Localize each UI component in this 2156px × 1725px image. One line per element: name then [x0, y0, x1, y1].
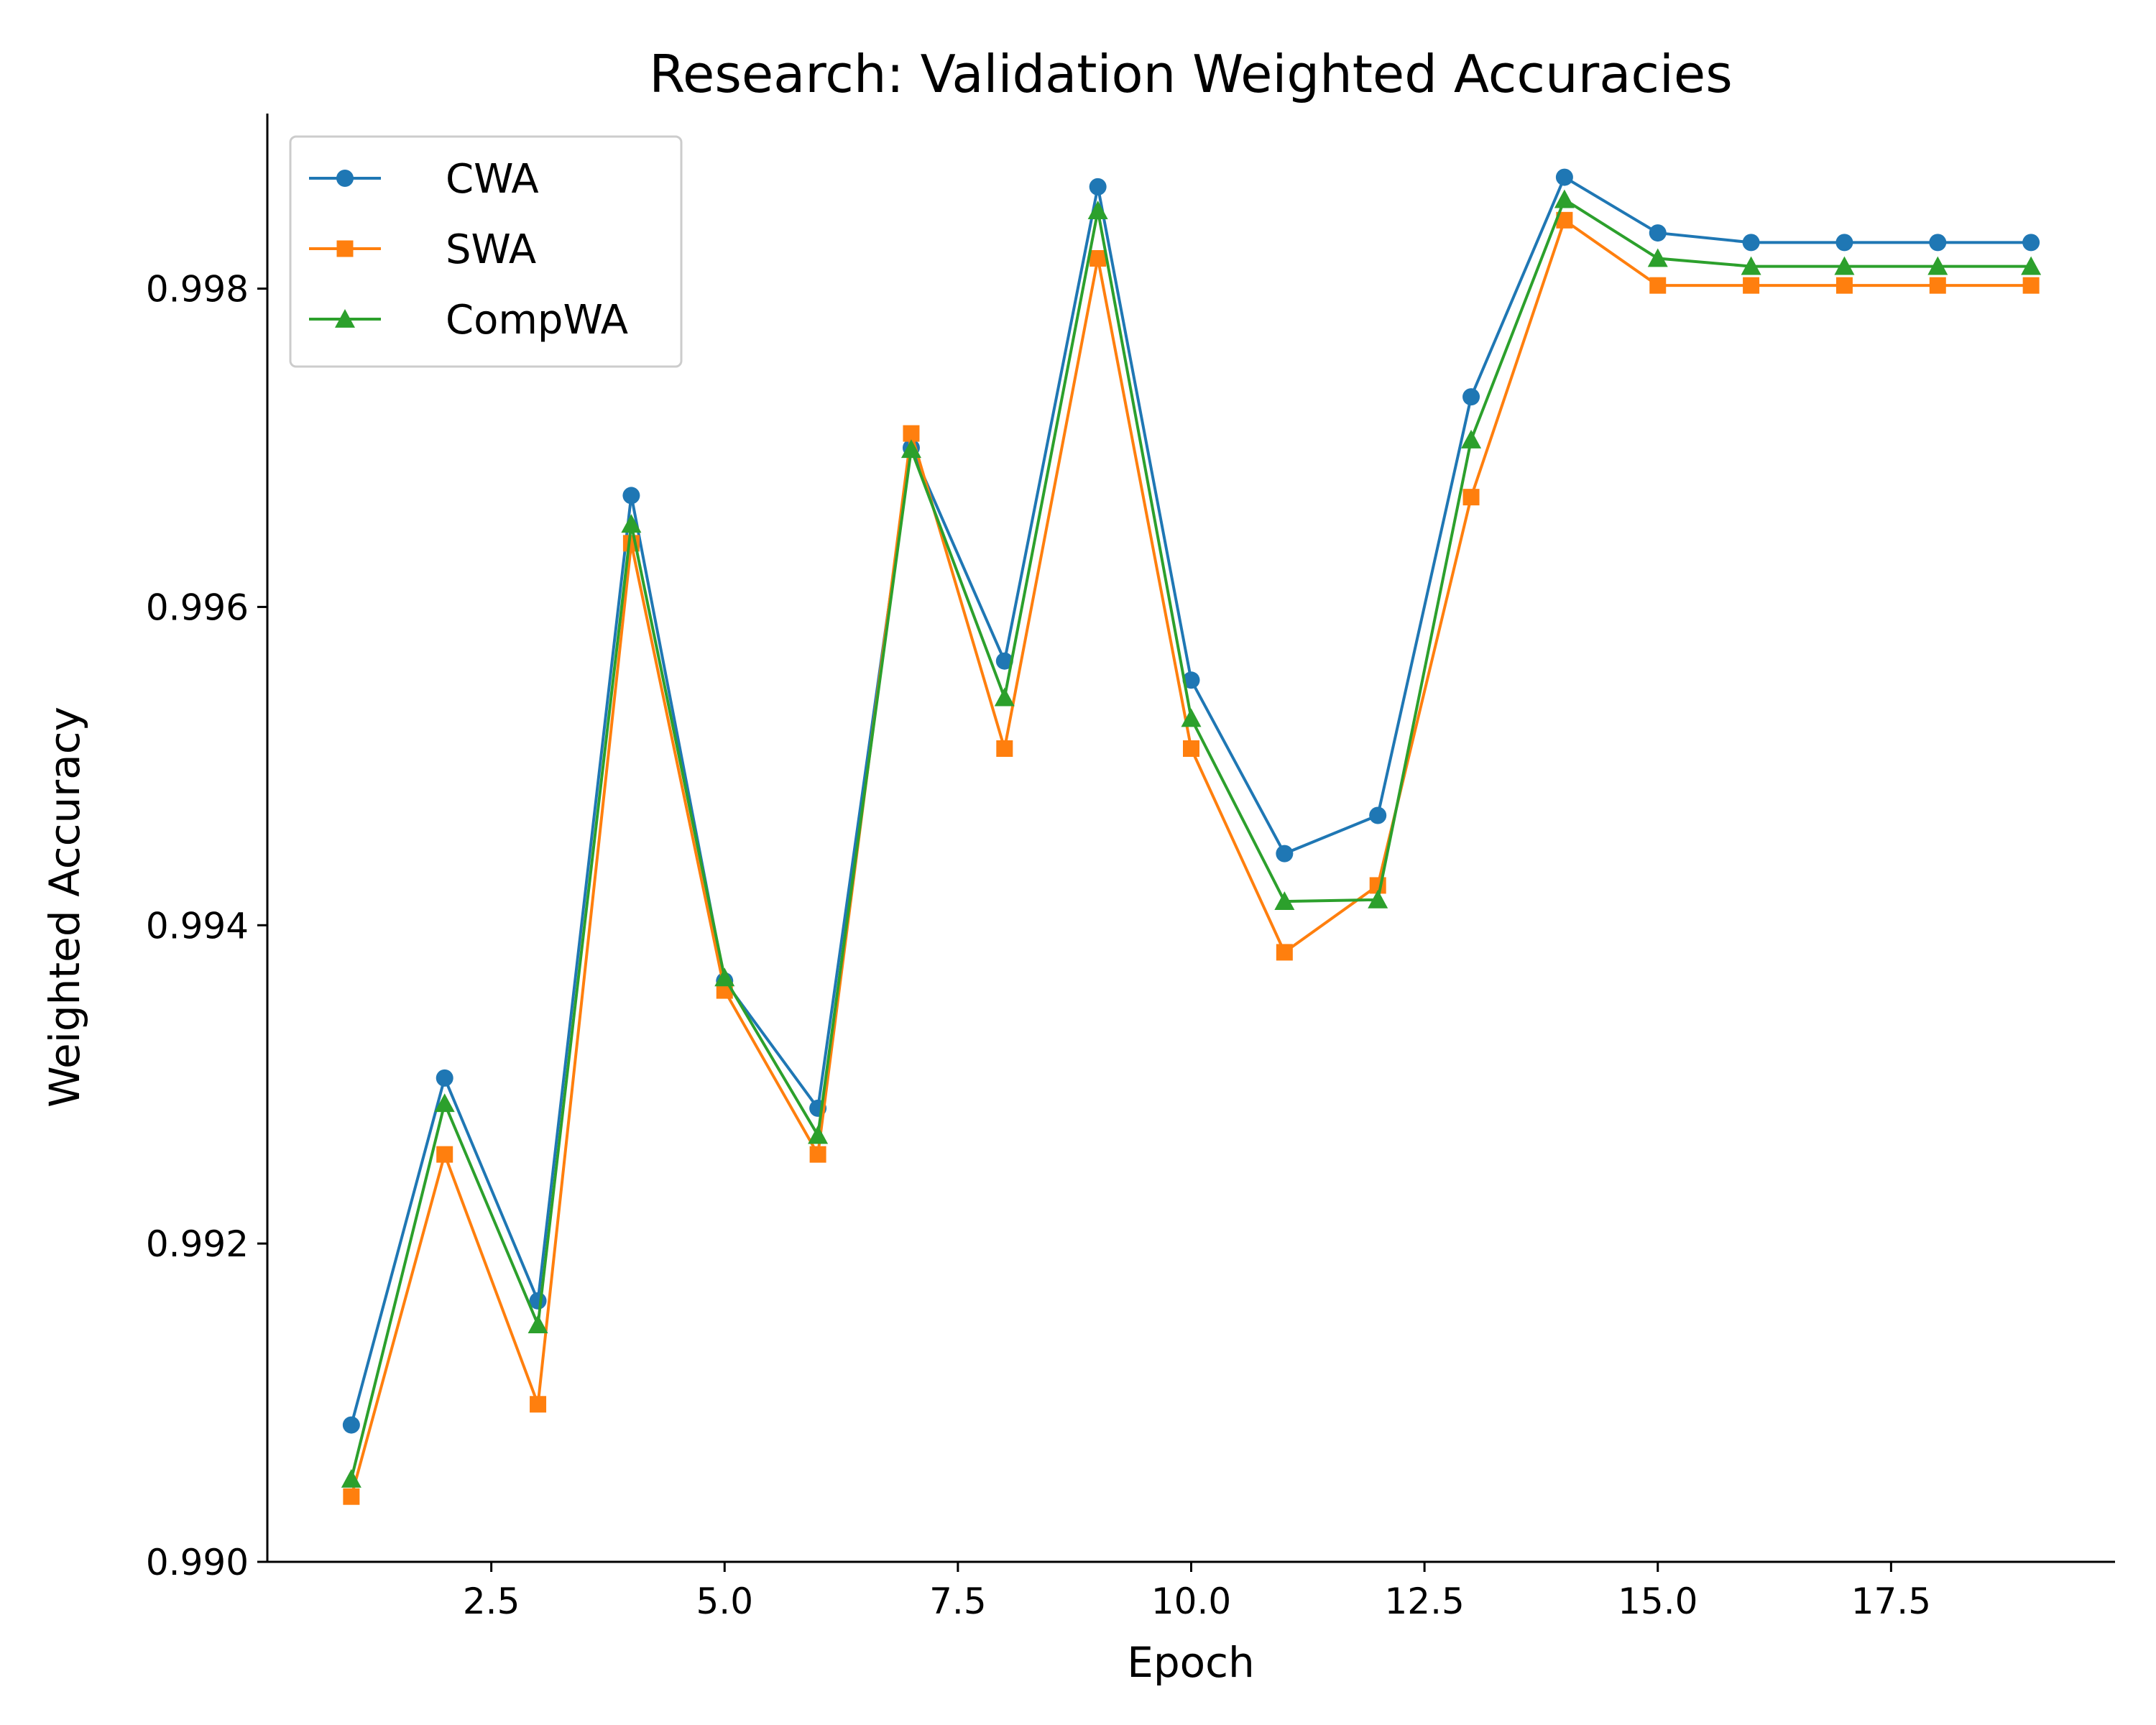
data-point-compwa	[528, 1315, 548, 1333]
data-point-compwa	[1741, 256, 1761, 275]
data-point-swa	[1276, 944, 1293, 961]
data-point-compwa	[1927, 256, 1948, 275]
data-point-swa	[1929, 277, 1946, 294]
legend: CWA SWA CompWA	[289, 135, 683, 368]
data-point-compwa	[1181, 708, 1202, 727]
legend-marker	[335, 309, 355, 328]
x-tick-label: 15.0	[1618, 1581, 1697, 1622]
x-tick-label: 12.5	[1384, 1581, 1464, 1622]
y-tick-label: 0.998	[146, 269, 249, 310]
legend-label: CompWA	[446, 297, 628, 344]
data-point-compwa	[714, 967, 735, 987]
data-point-swa	[996, 740, 1013, 757]
data-point-cwa	[2022, 234, 2040, 252]
x-tick-label: 17.5	[1851, 1581, 1931, 1622]
data-point-compwa	[994, 687, 1015, 707]
data-point-compwa	[1461, 429, 1482, 448]
data-point-cwa	[1462, 388, 1480, 406]
data-point-swa	[1556, 211, 1573, 229]
x-axis-ticks: 2.5 5.0 7.5 10.0 12.5 15.0 17.5	[463, 1562, 1931, 1622]
data-point-swa	[2022, 277, 2040, 294]
data-point-swa	[343, 1488, 360, 1505]
data-point-swa	[1743, 277, 1760, 294]
x-tick-label: 10.0	[1151, 1581, 1231, 1622]
x-axis-label: Epoch	[1127, 1638, 1255, 1687]
data-point-swa	[809, 1146, 826, 1163]
data-point-cwa	[1555, 168, 1573, 186]
legend-marker	[336, 170, 354, 187]
data-point-compwa	[808, 1125, 829, 1144]
series-compwa	[341, 189, 2042, 1488]
data-point-swa	[903, 425, 920, 442]
legend-item-swa: SWA	[309, 226, 536, 273]
x-tick-label: 2.5	[463, 1581, 520, 1622]
legend-item-compwa: CompWA	[309, 297, 628, 344]
y-tick-label: 0.994	[146, 905, 249, 947]
data-point-compwa	[1274, 891, 1295, 910]
plot-area	[341, 168, 2042, 1505]
data-point-compwa	[341, 1468, 361, 1488]
data-point-swa	[1462, 489, 1480, 506]
data-point-compwa	[1834, 256, 1855, 275]
data-point-cwa	[1089, 178, 1107, 196]
legend-marker	[336, 240, 354, 257]
data-point-cwa	[1182, 671, 1200, 689]
data-point-swa	[436, 1146, 453, 1163]
legend-label: SWA	[446, 226, 536, 273]
data-point-compwa	[1647, 248, 1668, 267]
data-point-compwa	[2021, 256, 2042, 275]
data-point-swa	[1183, 740, 1199, 757]
data-point-compwa	[1554, 189, 1575, 208]
data-point-compwa	[434, 1093, 455, 1113]
data-point-cwa	[1835, 234, 1853, 252]
y-tick-label: 0.996	[146, 586, 249, 628]
data-point-compwa	[900, 439, 921, 459]
legend-frame	[289, 135, 683, 368]
y-tick-label: 0.990	[146, 1542, 249, 1583]
data-point-compwa	[1368, 889, 1388, 908]
data-point-cwa	[436, 1069, 453, 1087]
data-point-cwa	[1276, 845, 1294, 862]
data-point-compwa	[621, 514, 642, 533]
legend-item-cwa: CWA	[309, 156, 539, 203]
data-point-compwa	[1087, 201, 1108, 219]
y-tick-label: 0.992	[146, 1223, 249, 1265]
x-tick-label: 7.5	[929, 1581, 987, 1622]
data-point-swa	[1835, 277, 1853, 294]
y-axis-ticks: 0.990 0.992 0.994 0.996 0.998	[146, 269, 267, 1583]
data-point-cwa	[1649, 224, 1667, 242]
legend-label: CWA	[446, 156, 539, 203]
data-point-cwa	[342, 1416, 360, 1434]
x-tick-label: 5.0	[696, 1581, 753, 1622]
data-point-cwa	[1742, 234, 1760, 252]
chart-title: Research: Validation Weighted Accuracies	[649, 44, 1732, 104]
data-point-swa	[1089, 250, 1107, 267]
y-axis-label: Weighted Accuracy	[40, 707, 89, 1108]
data-point-cwa	[1369, 806, 1387, 824]
data-point-cwa	[622, 487, 640, 505]
series-swa	[343, 211, 2040, 1505]
data-point-swa	[530, 1396, 547, 1413]
data-point-cwa	[1929, 234, 1947, 252]
data-point-cwa	[995, 652, 1013, 670]
data-point-swa	[1649, 277, 1667, 294]
